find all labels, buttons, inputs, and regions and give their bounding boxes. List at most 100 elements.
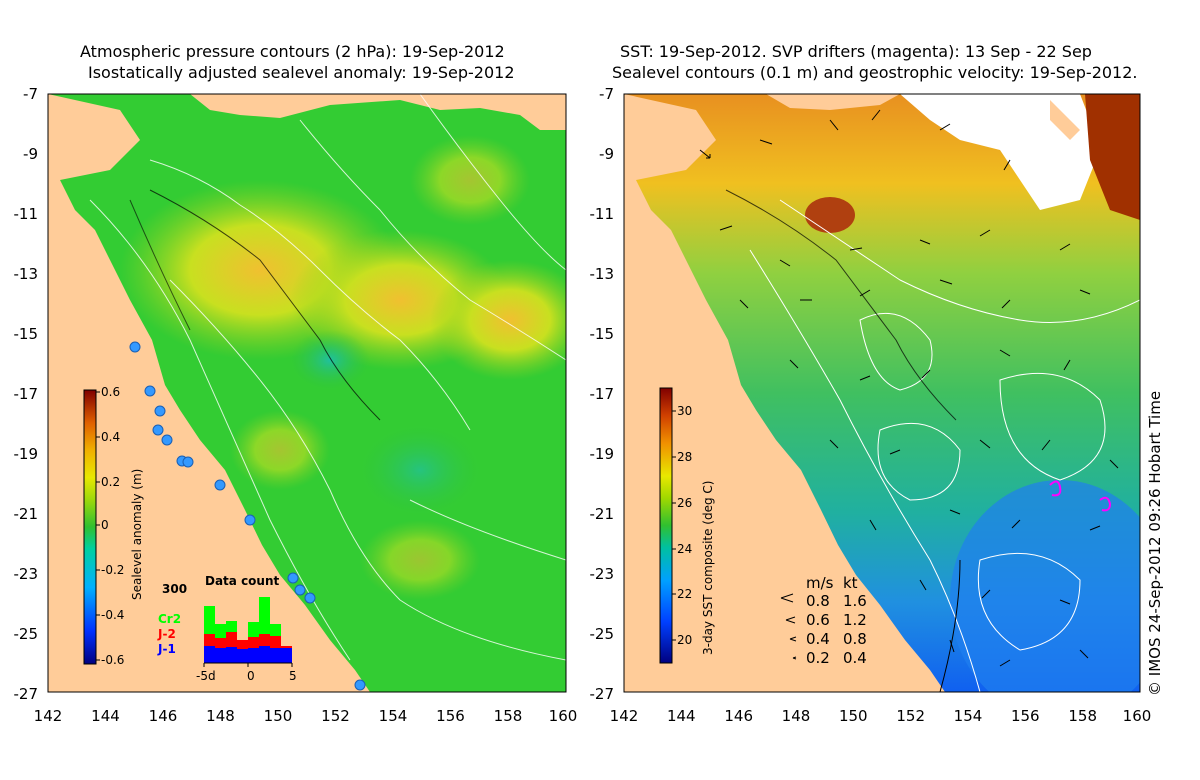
y-tick: -15 bbox=[14, 325, 39, 343]
data-count-x-label: 0 bbox=[247, 669, 255, 683]
right-cbar-tick: 20 bbox=[677, 633, 692, 647]
data-count-x-label: 5 bbox=[289, 669, 297, 683]
credit-text: © IMOS 24-Sep-2012 09:26 Hobart Time bbox=[1146, 391, 1164, 696]
legend-kt-value: 1.2 bbox=[843, 611, 867, 629]
legend-kt-value: 0.8 bbox=[843, 630, 867, 648]
x-tick: 156 bbox=[436, 707, 465, 725]
y-tick: -13 bbox=[590, 265, 615, 283]
anomaly-high-5 bbox=[230, 410, 330, 490]
velocity-legend: m/s kt 0.8 1.6 0.6 1.2 0.4 0.8 0.2 0.4 bbox=[780, 574, 867, 667]
x-tick: 158 bbox=[1068, 707, 1097, 725]
y-tick: -25 bbox=[14, 625, 39, 643]
new-guinea-land bbox=[190, 94, 566, 130]
altimetry-points bbox=[129, 341, 366, 691]
legend-header-ms: m/s bbox=[806, 574, 834, 592]
right-cbar-tick: 22 bbox=[677, 587, 692, 601]
y-tick: -27 bbox=[14, 685, 39, 703]
legend-j1: J-1 bbox=[157, 642, 176, 656]
arrow-04 bbox=[789, 636, 797, 642]
left-x-axis: 142 144 146 148 150 152 154 156 158 160 bbox=[34, 707, 578, 725]
y-tick: -27 bbox=[590, 685, 615, 703]
y-tick: -17 bbox=[14, 385, 39, 403]
right-cbar-tick: 30 bbox=[677, 404, 692, 418]
left-cbar-tick: -0.2 bbox=[101, 563, 124, 577]
left-cbar-tick: 0.2 bbox=[101, 475, 120, 489]
x-tick: 148 bbox=[206, 707, 235, 725]
data-count-x-label: -5d bbox=[196, 669, 216, 683]
legend-ms-value: 0.2 bbox=[806, 649, 830, 667]
right-cbar-tick: 28 bbox=[677, 450, 692, 464]
left-map bbox=[48, 94, 566, 692]
x-tick: 146 bbox=[149, 707, 178, 725]
right-x-axis: 142 144 146 148 150 152 154 156 158 160 bbox=[610, 707, 1152, 725]
x-tick: 150 bbox=[839, 707, 868, 725]
y-tick: -19 bbox=[14, 445, 39, 463]
right-title-line1: SST: 19-Sep-2012. SVP drifters (magenta)… bbox=[620, 42, 1092, 61]
x-tick: 156 bbox=[1011, 707, 1040, 725]
right-colorbar bbox=[659, 387, 673, 664]
legend-ms-value: 0.8 bbox=[806, 592, 830, 610]
x-tick: 152 bbox=[896, 707, 925, 725]
right-colorbar-ticks: 30 28 26 24 22 20 bbox=[672, 404, 692, 647]
legend-kt-value: 1.6 bbox=[843, 592, 867, 610]
legend-kt-value: 0.4 bbox=[843, 649, 867, 667]
legend-header-kt: kt bbox=[843, 574, 858, 592]
x-tick: 158 bbox=[494, 707, 523, 725]
x-tick: 160 bbox=[1123, 707, 1152, 725]
anomaly-high-6 bbox=[360, 520, 480, 600]
x-tick: 154 bbox=[954, 707, 983, 725]
y-tick: -17 bbox=[590, 385, 615, 403]
left-y-axis: -7 -9 -11 -13 -15 -17 -19 -21 -23 -25 -2… bbox=[14, 85, 39, 703]
drifter-track-1 bbox=[1049, 480, 1062, 497]
australia-land bbox=[48, 94, 370, 692]
velocity-vectors bbox=[699, 109, 1119, 667]
legend-ms-value: 0.4 bbox=[806, 630, 830, 648]
arrow-06 bbox=[785, 616, 796, 624]
anomaly-high-3 bbox=[430, 260, 566, 380]
anomaly-low-1 bbox=[290, 330, 370, 390]
y-tick: -23 bbox=[590, 565, 615, 583]
left-cbar-tick: -0.4 bbox=[101, 608, 124, 622]
x-tick: 160 bbox=[549, 707, 578, 725]
right-colorbar-label: 3-day SST composite (deg C) bbox=[701, 481, 715, 655]
right-map bbox=[624, 94, 1140, 692]
australia-land-right bbox=[624, 94, 945, 692]
y-tick: -19 bbox=[590, 445, 615, 463]
left-cbar-tick: 0 bbox=[101, 518, 109, 532]
x-tick: 150 bbox=[264, 707, 293, 725]
left-colorbar-label: Sealevel anomaly (m) bbox=[130, 469, 144, 600]
x-tick: 144 bbox=[667, 707, 696, 725]
y-tick: -23 bbox=[14, 565, 39, 583]
y-tick: -9 bbox=[23, 145, 38, 163]
left-title-line2: Isostatically adjusted sealevel anomaly:… bbox=[88, 63, 515, 82]
legend-j2: J-2 bbox=[157, 627, 176, 641]
right-cbar-tick: 24 bbox=[677, 542, 692, 556]
arrow-08 bbox=[780, 593, 794, 603]
x-tick: 146 bbox=[724, 707, 753, 725]
x-tick: 142 bbox=[34, 707, 63, 725]
data-count-ymax: 300 bbox=[162, 582, 187, 596]
arrow-02 bbox=[792, 656, 797, 660]
right-y-axis: -7 -9 -11 -13 -15 -17 -19 -21 -23 -25 -2… bbox=[590, 85, 615, 703]
legend-ms-value: 0.6 bbox=[806, 611, 830, 629]
y-tick: -7 bbox=[23, 85, 38, 103]
y-tick: -9 bbox=[599, 145, 614, 163]
left-colorbar bbox=[83, 389, 97, 665]
right-cbar-tick: 26 bbox=[677, 496, 692, 510]
y-tick: -21 bbox=[590, 505, 615, 523]
drifter-track-2 bbox=[1099, 496, 1112, 512]
x-tick: 142 bbox=[610, 707, 639, 725]
y-tick: -11 bbox=[590, 205, 615, 223]
left-title-line1: Atmospheric pressure contours (2 hPa): 1… bbox=[80, 42, 505, 61]
left-cbar-tick: -0.6 bbox=[101, 653, 124, 667]
y-tick: -13 bbox=[14, 265, 39, 283]
y-tick: -25 bbox=[590, 625, 615, 643]
y-tick: -11 bbox=[14, 205, 39, 223]
anomaly-high-4 bbox=[410, 135, 530, 225]
x-tick: 152 bbox=[321, 707, 350, 725]
x-tick: 154 bbox=[379, 707, 408, 725]
sst-warm-spot bbox=[805, 197, 855, 233]
y-tick: -21 bbox=[14, 505, 39, 523]
left-colorbar-ticks: 0.6 0.4 0.2 0 -0.2 -0.4 -0.6 bbox=[96, 385, 124, 667]
